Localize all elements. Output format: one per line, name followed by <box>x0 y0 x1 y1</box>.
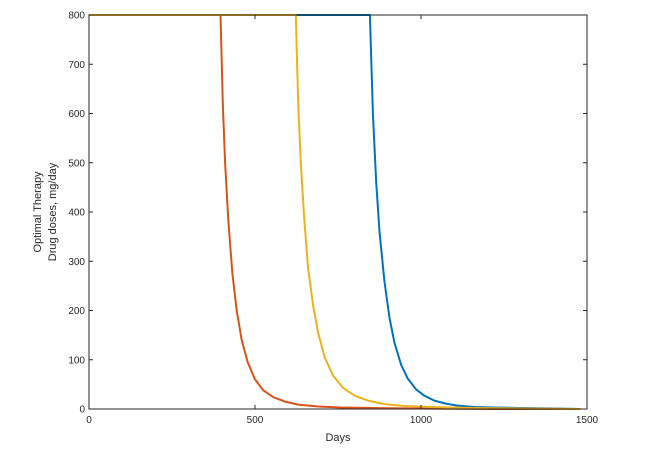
x-axis-label: Days <box>325 432 351 444</box>
x-tick-label-500: 500 <box>247 415 264 426</box>
y-axis-label-line-2: Drug doses, mg/day <box>47 162 59 261</box>
y-tick-label-300: 300 <box>68 257 85 268</box>
y-tick-label-600: 600 <box>68 109 85 120</box>
y-tick-label-800: 800 <box>68 11 85 22</box>
x-tick-label-0: 0 <box>86 415 92 426</box>
y-tick-label-0: 0 <box>79 405 85 416</box>
y-tick-label-500: 500 <box>68 158 85 169</box>
series-line-3 <box>89 14 581 410</box>
y-tick-label-200: 200 <box>68 306 85 317</box>
x-tick-label-1500: 1500 <box>576 415 599 426</box>
x-tick-label-1000: 1000 <box>410 415 433 426</box>
series-line-2 <box>89 14 581 410</box>
tick-layer: 0 500 1000 1500 0 100 200 300 400 500 600 700 800 <box>68 11 598 427</box>
y-tick-label-400: 400 <box>68 208 85 219</box>
y-tick-label-100: 100 <box>68 355 85 366</box>
y-tick-label-700: 700 <box>68 60 85 71</box>
plot-background <box>89 15 587 409</box>
series-layer <box>89 14 581 410</box>
y-axis-label-line-1: Optimal Therapy <box>32 171 44 253</box>
